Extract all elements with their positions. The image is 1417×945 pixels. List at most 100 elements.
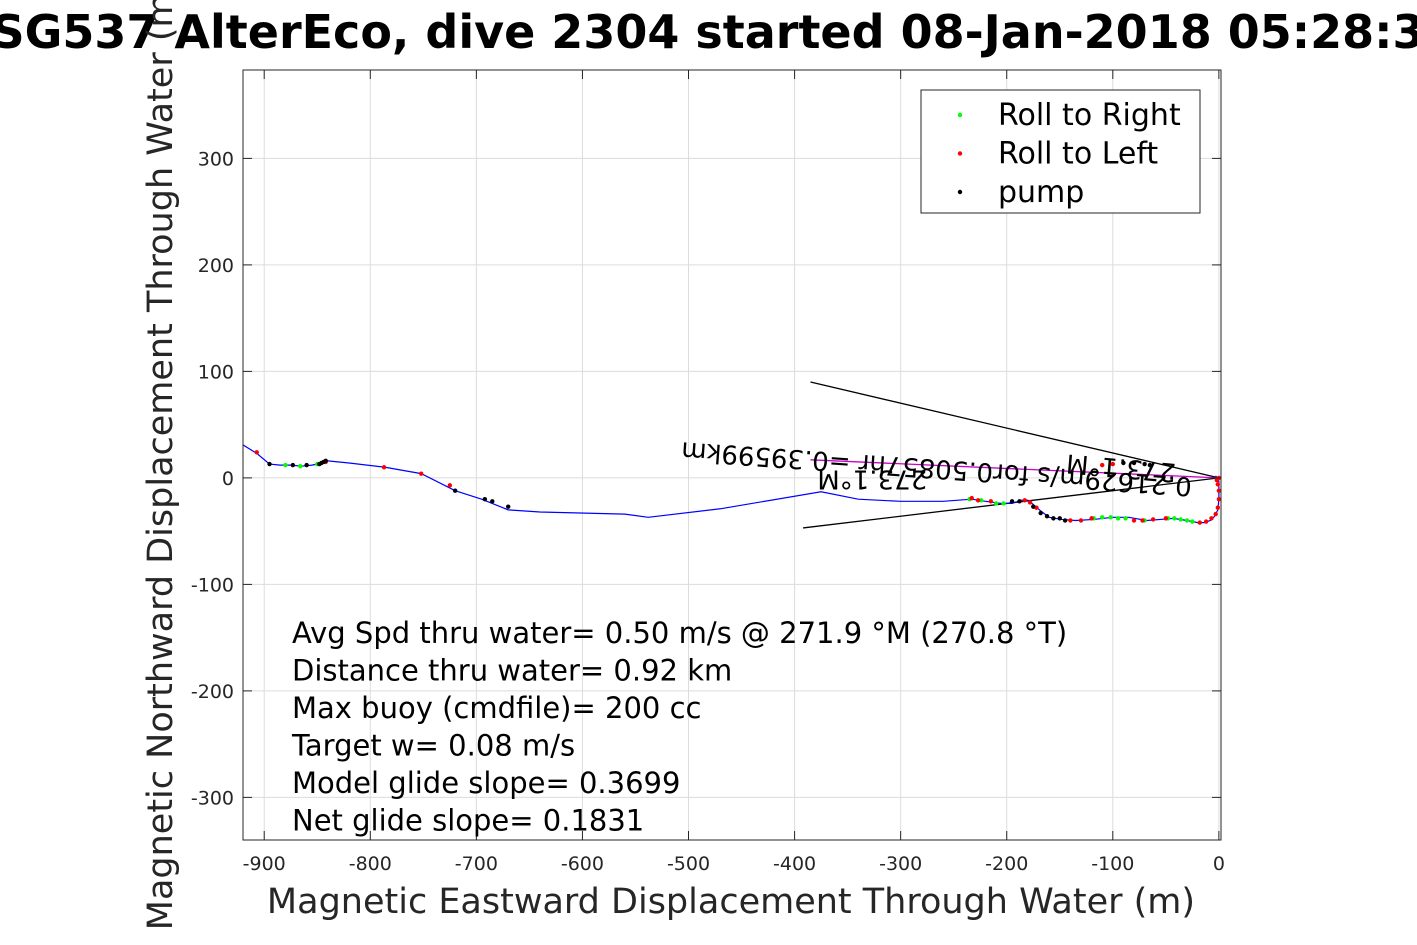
reference-line: [810, 459, 1219, 479]
roll-left-point: [419, 471, 424, 476]
pump-point: [267, 461, 272, 467]
y-tick-label: -300: [191, 787, 234, 809]
roll-right-point: [1172, 516, 1177, 521]
pump-point: [1147, 462, 1153, 468]
roll-left-point: [1163, 516, 1169, 521]
pump-point: [323, 458, 328, 464]
roll-right-point: [1099, 515, 1105, 520]
pump-point: [1031, 504, 1036, 509]
x-tick-label: -900: [243, 853, 286, 875]
roll-right-point: [1178, 517, 1183, 522]
pump-point: [1062, 518, 1068, 523]
y-tick-label: -100: [191, 574, 234, 596]
legend-label: Roll to Right: [998, 98, 1181, 133]
x-tick-label: -800: [349, 853, 392, 875]
stats-annotation: Max buoy (cmdfile)= 200 cc: [292, 691, 701, 725]
stats-annotation: Net glide slope= 0.1831: [292, 804, 644, 838]
pump-point: [482, 496, 488, 502]
stats-annotation: Target w= 0.08 m/s: [291, 729, 575, 763]
roll-left-point: [1197, 520, 1202, 525]
x-axis-label: Magnetic Eastward Displacement Through W…: [267, 882, 1195, 922]
roll-left-point: [1140, 518, 1145, 523]
stats-annotation: Model glide slope= 0.3699: [292, 766, 680, 800]
annotations: 0.21629m/s for0.50857hr =0.39599km273.1°…: [291, 435, 1193, 837]
pump-point: [452, 488, 458, 493]
roll-left-point: [1215, 482, 1221, 487]
roll-right-point: [283, 462, 288, 468]
y-tick-label: -200: [191, 681, 234, 703]
pump-point: [1057, 516, 1062, 521]
pump-point: [1009, 499, 1015, 504]
roll-left-point: [1078, 518, 1084, 523]
legend-label: pump: [998, 175, 1084, 210]
x-tick-label: -200: [985, 853, 1028, 875]
legend-marker: [957, 112, 963, 118]
legend-box: [920, 89, 1201, 214]
x-tick-label: -400: [773, 853, 816, 875]
pump-point: [1131, 460, 1137, 466]
stats-annotation: Avg Spd thru water= 0.50 m/s @ 271.9 °M …: [292, 616, 1067, 650]
axis-ticks: -900 -800 -700 -600 -500 -400 -300 -200 -100 0 -30…: [191, 70, 1225, 875]
roll-left-point: [1022, 498, 1027, 503]
roll-left-point: [1068, 518, 1073, 523]
roll-left-point: [1215, 505, 1221, 510]
pump-point: [1142, 461, 1147, 467]
roll-left-point: [1203, 519, 1209, 524]
reference-line: [810, 381, 1220, 479]
roll-left-point: [254, 450, 259, 455]
rotated-annotation: 273.1°M: [817, 463, 927, 493]
y-tick-label: 300: [198, 148, 234, 170]
roll-right-point: [993, 501, 999, 506]
legend-marker: [957, 189, 963, 195]
pump-point: [290, 462, 296, 468]
roll-left-point: [988, 499, 994, 504]
roll-left-point: [1213, 511, 1218, 517]
x-tick-label: -700: [455, 853, 498, 875]
plot-content: [243, 381, 1221, 529]
roll-left-point: [1027, 500, 1033, 505]
y-tick-label: 0: [222, 468, 234, 490]
roll-right-point: [1184, 518, 1190, 523]
roll-right-point: [1001, 501, 1006, 506]
roll-left-point: [1089, 516, 1094, 521]
roll-left-point: [447, 483, 453, 488]
roll-left-point: [1099, 462, 1105, 468]
roll-left-point: [1216, 488, 1221, 493]
plot-frame: [242, 69, 1222, 841]
x-tick-label: -600: [561, 853, 604, 875]
roll-left-point: [1150, 517, 1156, 522]
x-tick-label: -100: [1091, 853, 1134, 875]
pump-point: [1051, 516, 1056, 521]
x-tick-label: -500: [667, 853, 710, 875]
pump-point: [304, 462, 309, 468]
roll-left-point: [1131, 518, 1137, 523]
legend-marker: [957, 151, 963, 156]
roll-right-point: [1190, 519, 1195, 524]
pump-point: [490, 499, 495, 504]
chart-title: SG537 AlterEco, dive 2304 started 08-Jan…: [0, 5, 1417, 59]
roll-left-point: [1216, 496, 1221, 502]
roll-left-point: [969, 495, 974, 501]
x-tick-label: 0: [1213, 853, 1225, 875]
pump-point: [1038, 510, 1043, 516]
legend-label: Roll to Left: [998, 137, 1158, 172]
y-axis-label: Magnetic Northward Displacement Through …: [141, 0, 181, 930]
pump-point: [505, 504, 511, 509]
roll-right-point: [1115, 516, 1121, 521]
roll-left-point: [975, 498, 981, 503]
roll-left-point: [1209, 516, 1214, 521]
pump-point: [1017, 499, 1022, 504]
y-tick-label: 200: [198, 255, 234, 277]
roll-right-point: [1108, 515, 1113, 520]
stats-annotation: Distance thru water= 0.92 km: [292, 654, 732, 688]
pump-point: [1044, 514, 1050, 519]
x-tick-label: -300: [879, 853, 922, 875]
roll-left-point: [381, 465, 387, 470]
roll-right-point: [979, 498, 984, 503]
roll-right-point: [298, 463, 303, 469]
y-tick-label: 100: [198, 361, 234, 383]
roll-left-point: [1110, 461, 1116, 467]
pump-point: [1121, 460, 1126, 466]
